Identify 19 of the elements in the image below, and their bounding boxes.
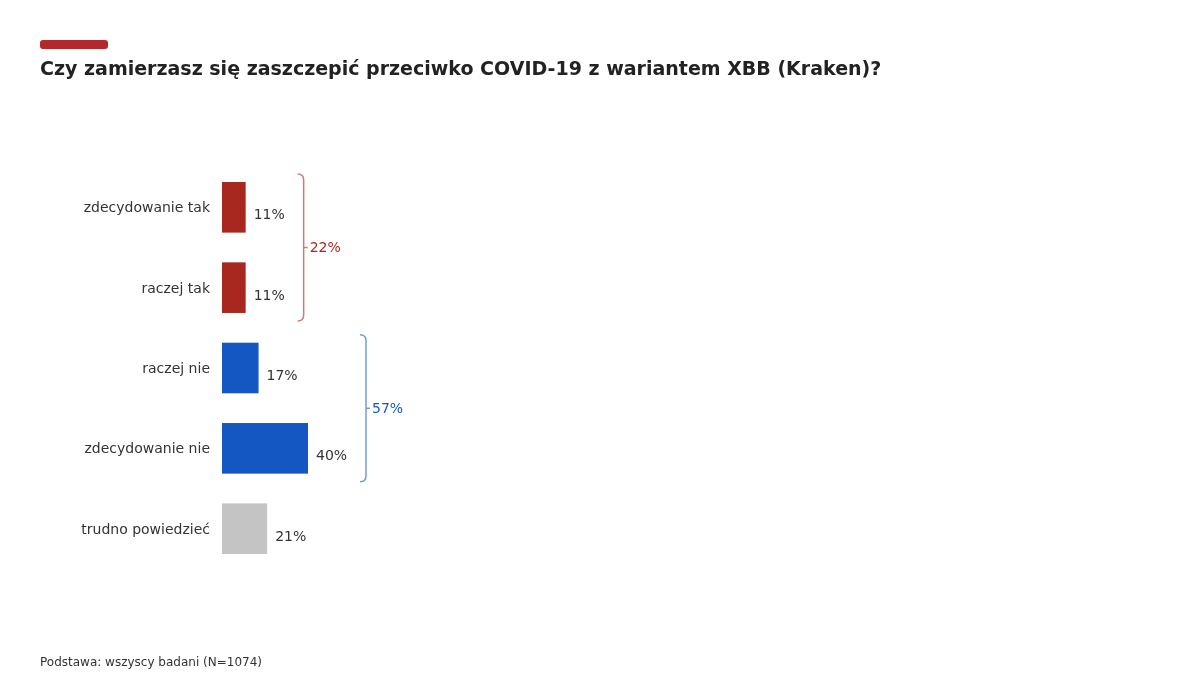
y-tick-label: zdecydowanie tak	[83, 199, 211, 216]
data-label: 11%	[253, 206, 285, 223]
data-label: 21%	[275, 527, 307, 544]
bar	[222, 423, 308, 474]
text: Czy zamierzasz się zaszczepić przeciwko COVID-19 z wariantem XBB (Kraken)?	[40, 57, 882, 79]
bar	[222, 503, 268, 554]
data-label: 40%	[316, 447, 348, 464]
bar	[222, 342, 259, 394]
bar	[222, 262, 246, 313]
text: 57%	[372, 400, 404, 417]
data-label: 11%	[253, 286, 285, 303]
y-tick-label: trudno powiedzieć	[81, 520, 210, 537]
text: Podstawa: wszyscy badani (N=1074)	[40, 655, 262, 669]
y-tick-label: raczej nie	[142, 360, 210, 376]
text: 22%	[309, 239, 341, 256]
data-label: 17%	[266, 367, 298, 383]
bar	[222, 182, 246, 233]
y-tick-label: zdecydowanie nie	[84, 440, 210, 457]
y-tick-label: raczej tak	[141, 279, 211, 296]
